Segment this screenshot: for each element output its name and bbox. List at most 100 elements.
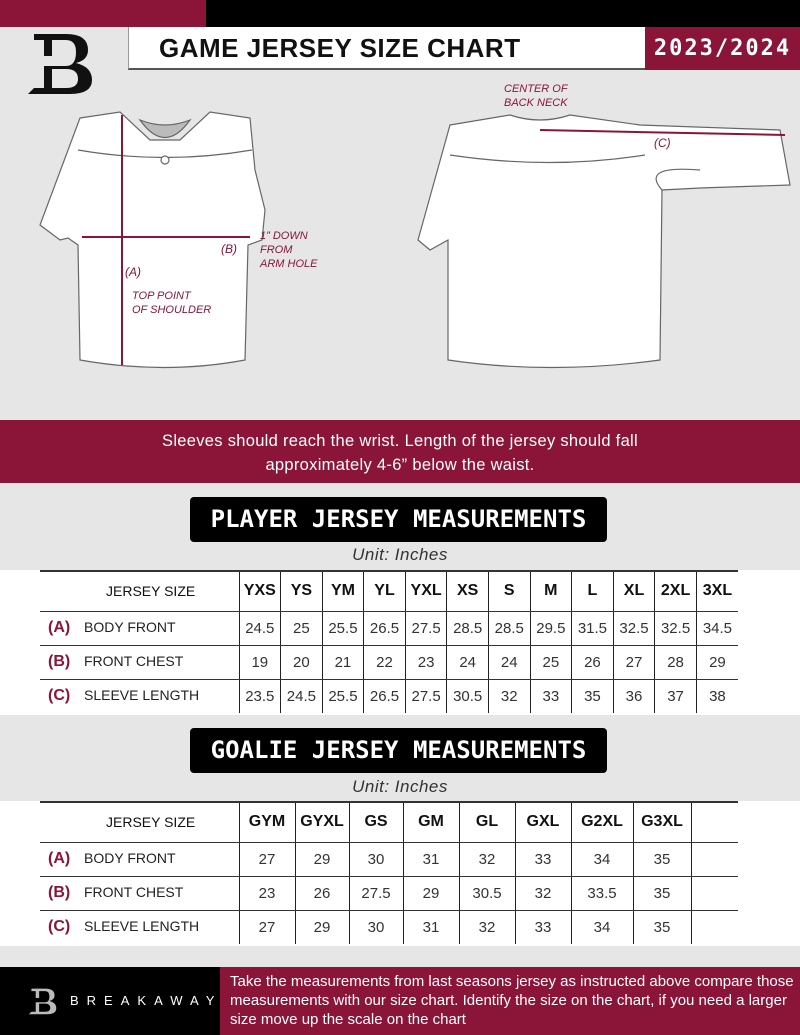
measurement-cell: 23.5	[238, 679, 281, 713]
table-header-row: JERSEY SIZE YXS YS YM YL YXL XS S M L XL 2XL 3XL	[40, 571, 738, 612]
measurement-cell: 34	[570, 842, 633, 877]
row-name: FRONT CHEST	[84, 884, 184, 900]
back-jersey-icon	[417, 114, 791, 369]
row-name: SLEEVE LENGTH	[84, 687, 200, 704]
size-header-cell: GL	[458, 802, 515, 843]
measurement-cell: 24	[446, 645, 489, 680]
size-header-cell: GM	[402, 802, 459, 843]
label-line: 1” DOWN	[260, 230, 308, 242]
measurement-cell: 27	[238, 910, 295, 944]
size-header-cell: XL	[612, 571, 655, 612]
label-line: BACK NECK	[504, 97, 568, 109]
brand-name: BREAKAWAY	[70, 993, 223, 1008]
goalie-size-table: JERSEY SIZE GYM GYXL GS GM GL GXL G2XL G3XL (A) BO…	[40, 801, 738, 944]
measurement-cell: 31.5	[571, 611, 614, 646]
footer-brand-area	[0, 967, 220, 1035]
row-label: (B) FRONT CHEST	[40, 876, 239, 911]
measurement-cell	[690, 842, 738, 877]
instruction-line: Sleeves should reach the wrist. Length o…	[162, 432, 638, 450]
player-unit: Unit: Inches	[352, 545, 448, 564]
measurement-cell: 25	[280, 611, 323, 646]
instruction-banner: Sleeves should reach the wrist. Length o…	[0, 420, 800, 483]
measurement-cell: 24.5	[280, 679, 323, 713]
player-size-table: JERSEY SIZE YXS YS YM YL YXL XS S M L XL 2XL 3XL (A) B…	[40, 570, 738, 713]
size-header-cell: YS	[280, 571, 323, 612]
measurement-cell: 35	[632, 842, 691, 877]
page-title: GAME JERSEY SIZE CHART	[159, 33, 521, 63]
measurement-cell: 28.5	[487, 611, 531, 646]
jersey-size-header: JERSEY SIZE	[40, 571, 239, 612]
size-header-cell	[690, 802, 738, 843]
measurement-cell: 29	[695, 645, 738, 680]
top-shoulder-label: TOP POINT OF SHOULDER	[132, 289, 211, 317]
measurement-cell	[690, 910, 738, 944]
label-line: OF SHOULDER	[132, 304, 212, 316]
label-line: ARM HOLE	[260, 258, 318, 270]
measurement-cell: 30.5	[458, 876, 515, 911]
footer-note: Take the measurements from last seasons …	[220, 967, 800, 1035]
size-header-cell: GXL	[514, 802, 571, 843]
measurement-cell: 28	[654, 645, 697, 680]
measurement-cell: 27.5	[348, 876, 403, 911]
measurement-cell: 26.5	[363, 611, 406, 646]
table-row: (C) SLEEVE LENGTH 27 29 30 31 32 33 34 35	[40, 910, 738, 944]
row-name: BODY FRONT	[84, 850, 176, 866]
measurement-cell: 29	[294, 842, 349, 877]
size-header-cell: YM	[321, 571, 364, 612]
label-line: CENTER OF	[504, 83, 568, 95]
measurement-cell: 25.5	[321, 611, 364, 646]
table-row: (A) BODY FRONT 24.5 25 25.5 26.5 27.5 28.5 28.5 2…	[40, 611, 738, 646]
row-name: SLEEVE LENGTH	[84, 918, 200, 935]
measurement-cell: 36	[612, 679, 655, 713]
measurement-cell: 30.5	[446, 679, 489, 713]
label-line: TOP POINT	[132, 290, 191, 302]
row-key: (B)	[48, 653, 71, 670]
goalie-section-title: GOALIE JERSEY MEASUREMENTS	[190, 728, 607, 773]
measurement-cell: 33.5	[570, 876, 633, 911]
label-a: (A)	[125, 265, 141, 279]
row-label: (A) BODY FRONT	[40, 842, 239, 877]
instruction-line: approximately 4-6” below the waist.	[265, 456, 535, 474]
measurement-cell: 27	[612, 645, 655, 680]
top-black-bar	[206, 0, 800, 27]
measurement-cell: 20	[280, 645, 323, 680]
breakaway-logo-icon	[28, 34, 92, 94]
top-accent-bar	[0, 0, 206, 27]
row-key: (C)	[48, 918, 71, 936]
size-header-cell: S	[487, 571, 531, 612]
label-line: FROM	[260, 244, 293, 256]
measurement-lines	[82, 115, 786, 365]
measurement-cell: 32	[458, 910, 515, 944]
measurement-cell: 33	[514, 910, 571, 944]
size-header-cell: GS	[348, 802, 403, 843]
row-label: (C) SLEEVE LENGTH	[40, 910, 239, 944]
table-row: (B) FRONT CHEST 19 20 21 22 23 24 24 25 26 27 28 29	[40, 645, 738, 680]
measurement-cell: 29.5	[529, 611, 572, 646]
measurement-cell: 27	[238, 842, 295, 877]
front-jersey-icon	[39, 111, 266, 369]
measurement-cell: 23	[404, 645, 447, 680]
table-row: (B) FRONT CHEST 23 26 27.5 29 30.5 32 33.5 35	[40, 876, 738, 911]
arm-hole-label: 1” DOWN FROM ARM HOLE	[260, 229, 317, 271]
size-header-cell: L	[571, 571, 614, 612]
measurement-cell: 32.5	[654, 611, 697, 646]
measurement-cell: 35	[571, 679, 614, 713]
label-c: (C)	[654, 136, 671, 150]
measurement-cell: 38	[695, 679, 738, 713]
measurement-cell: 21	[321, 645, 364, 680]
measurement-cell: 33	[514, 842, 571, 877]
measurement-cell: 25	[529, 645, 572, 680]
measurement-cell: 26	[294, 876, 349, 911]
measurement-cell: 28.5	[446, 611, 489, 646]
goalie-unit: Unit: Inches	[352, 777, 448, 796]
size-header-cell: G3XL	[632, 802, 691, 843]
row-key: (A)	[48, 850, 71, 867]
measurement-cell: 26	[571, 645, 614, 680]
measurement-cell: 29	[294, 910, 349, 944]
size-header-cell: 3XL	[695, 571, 738, 612]
measurement-cell: 33	[529, 679, 572, 713]
measurement-cell: 23	[238, 876, 295, 911]
size-header-cell: M	[529, 571, 572, 612]
label-b: (B)	[221, 242, 237, 256]
measurement-cell: 34.5	[695, 611, 738, 646]
